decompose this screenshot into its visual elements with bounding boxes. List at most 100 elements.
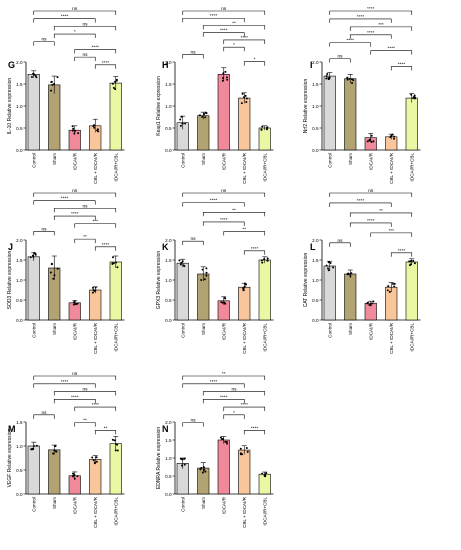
data-point	[200, 278, 203, 281]
y-tick-label: 1.0	[312, 278, 319, 283]
data-point	[242, 289, 245, 292]
y-tick-label: 1.5	[165, 82, 172, 87]
significance-bracket	[182, 240, 204, 246]
data-point	[265, 472, 268, 475]
data-point	[56, 76, 59, 79]
x-tick-label: tDCAI/R	[368, 322, 373, 340]
data-point	[350, 272, 353, 275]
data-point	[203, 278, 206, 281]
data-point	[372, 300, 375, 303]
significance-label: ****	[367, 30, 375, 36]
significance-bracket	[53, 26, 117, 31]
data-point	[220, 301, 223, 304]
significance-bracket	[33, 231, 55, 236]
data-point	[370, 302, 373, 305]
x-tick-label: CBL + tDCAI/R	[93, 152, 98, 184]
x-tick-label: CBL + tDCAI/R	[242, 496, 247, 528]
significance-bracket	[53, 391, 117, 396]
data-point	[116, 266, 119, 269]
y-tick-label: 1.0	[16, 278, 23, 283]
significance-bracket	[53, 33, 96, 39]
significance-label: **	[232, 207, 236, 213]
bar	[27, 74, 40, 151]
data-point	[392, 282, 395, 285]
data-point	[92, 125, 95, 128]
x-tick-label: CBL + tDCAI/R	[389, 152, 394, 184]
significance-label: ****	[241, 402, 249, 408]
y-tick-label: 0.5	[312, 126, 319, 131]
significance-bracket	[182, 383, 245, 388]
y-tick-label: 1.5	[16, 82, 23, 87]
bar	[48, 449, 61, 495]
data-point	[239, 453, 242, 456]
significance-bracket	[33, 383, 96, 388]
data-point	[245, 97, 248, 100]
bar	[217, 74, 230, 151]
data-point	[91, 456, 94, 459]
significance-label: ns	[368, 189, 374, 194]
y-tick-label: 1.0	[312, 104, 319, 109]
data-point	[71, 475, 74, 478]
data-point	[52, 452, 55, 455]
data-point	[239, 447, 242, 450]
significance-label: ****	[367, 6, 375, 12]
y-tick-label: 1.5	[312, 258, 319, 263]
data-point	[409, 260, 412, 263]
significance-label: ****	[210, 198, 218, 204]
significance-label: ****	[102, 60, 110, 66]
data-point	[224, 297, 227, 300]
data-point	[93, 462, 96, 465]
y-tick-label: 1.5	[165, 438, 172, 443]
significance-bracket	[33, 414, 55, 419]
data-point	[409, 263, 412, 266]
significance-bracket	[94, 246, 117, 251]
significance-label: ****	[61, 379, 69, 385]
data-point	[114, 88, 117, 91]
data-point	[201, 268, 204, 271]
y-tick-label: 0.5	[312, 298, 319, 303]
data-point	[244, 283, 247, 286]
panel-H: H 0.0 0.5 1.0 1.5 2.0 Keap1 Relative expressio…	[156, 7, 274, 184]
significance-bracket	[329, 58, 351, 63]
significance-bracket	[370, 232, 413, 237]
significance-label: ns	[82, 204, 88, 209]
significance-label: **	[104, 425, 108, 431]
significance-bracket	[243, 250, 266, 255]
data-point	[182, 264, 185, 267]
data-point	[96, 128, 99, 131]
x-tick-label: Control	[327, 153, 332, 168]
data-point	[34, 74, 37, 77]
significance-label: ****	[210, 13, 218, 19]
data-point	[391, 133, 394, 136]
significance-label: ns	[72, 372, 78, 377]
bar	[89, 459, 102, 495]
data-point	[387, 285, 390, 288]
bar	[238, 449, 251, 495]
data-point	[393, 285, 396, 288]
significance-label: ****	[347, 38, 355, 44]
significance-label: ns	[231, 388, 237, 393]
significance-label: ****	[102, 242, 110, 248]
data-point	[71, 129, 74, 132]
x-tick-label: Sham	[201, 497, 206, 509]
significance-label: ****	[398, 248, 406, 254]
data-point	[73, 473, 76, 476]
significance-bracket	[329, 10, 413, 15]
significance-label: **	[232, 20, 236, 26]
data-point	[72, 127, 75, 130]
y-tick-label: 1.5	[16, 258, 23, 263]
data-point	[261, 261, 264, 264]
data-point	[74, 129, 77, 132]
data-point	[205, 274, 208, 277]
y-tick-label: 0.0	[165, 148, 172, 153]
x-tick-label: Control	[327, 323, 332, 338]
data-point	[222, 77, 225, 80]
data-point	[366, 301, 369, 304]
y-tick-label: 1.0	[165, 278, 172, 283]
data-point	[205, 267, 208, 270]
significance-label: ns	[337, 239, 343, 244]
data-point	[116, 443, 119, 446]
significance-bracket	[74, 238, 96, 244]
significance-bracket	[94, 430, 117, 435]
data-point	[240, 102, 243, 105]
